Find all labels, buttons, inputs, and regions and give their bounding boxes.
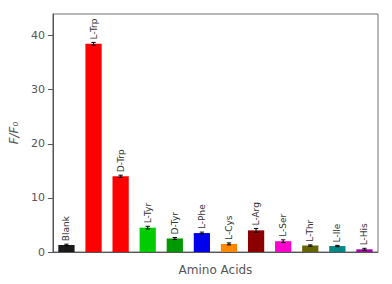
svg-text:L-Phe: L-Phe [197, 204, 207, 229]
svg-text:L-Trp: L-Trp [89, 18, 99, 39]
svg-text:40: 40 [31, 29, 45, 42]
svg-text:D-Trp: D-Trp [116, 149, 126, 172]
svg-text:30: 30 [31, 83, 45, 96]
svg-text:L-Cys: L-Cys [224, 215, 234, 240]
svg-text:20: 20 [31, 137, 45, 150]
svg-text:L-His: L-His [359, 223, 369, 245]
svg-text:0: 0 [38, 246, 45, 259]
svg-text:L-Thr: L-Thr [305, 219, 315, 241]
svg-text:L-Tyr: L-Tyr [143, 203, 153, 224]
svg-text:10: 10 [31, 191, 45, 204]
svg-text:L-Ile: L-Ile [332, 223, 342, 242]
svg-text:Blank: Blank [61, 215, 71, 241]
svg-text:Amino Acids: Amino Acids [179, 263, 253, 277]
svg-text:F/F₀: F/F₀ [7, 121, 21, 144]
svg-text:D-Tyr: D-Tyr [170, 212, 180, 235]
svg-text:L-Arg: L-Arg [251, 202, 261, 225]
svg-text:L-Ser: L-Ser [278, 213, 288, 236]
